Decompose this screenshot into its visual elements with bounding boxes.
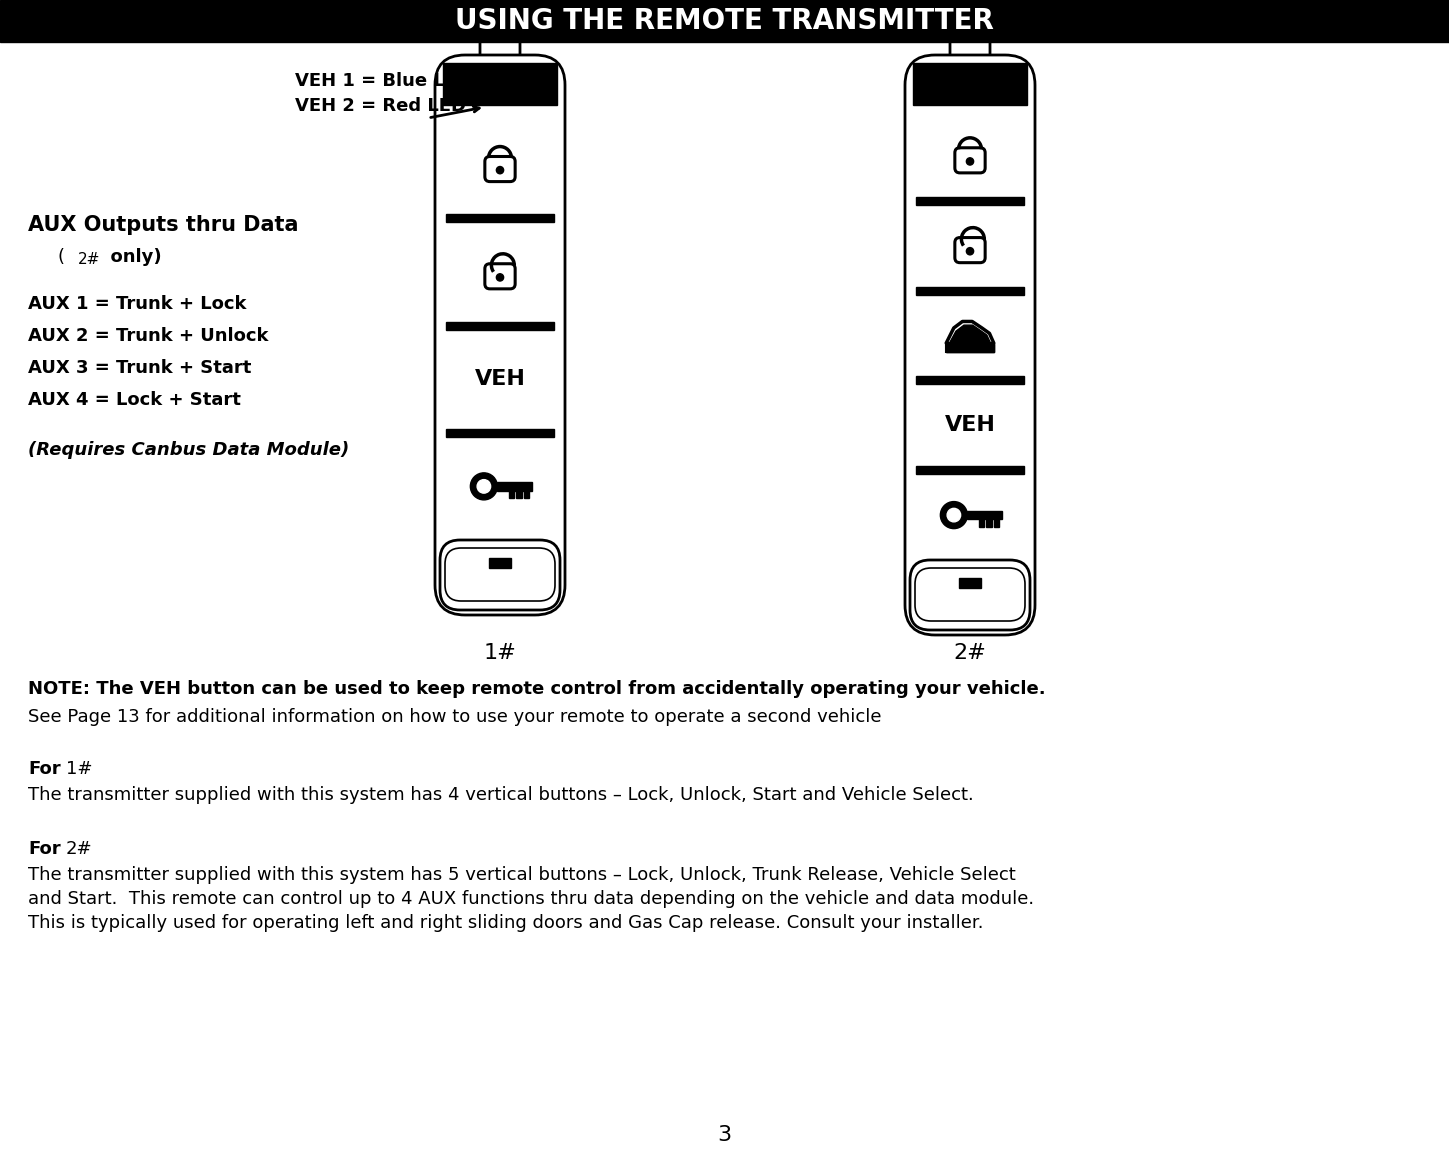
Polygon shape — [946, 344, 994, 352]
FancyBboxPatch shape — [435, 56, 565, 616]
Text: For: For — [28, 760, 61, 778]
FancyBboxPatch shape — [955, 148, 985, 172]
Text: For: For — [28, 840, 61, 858]
Bar — [509, 491, 514, 499]
Text: VEH 2 = Red LED: VEH 2 = Red LED — [296, 97, 467, 115]
Text: NOTE: The VEH button can be used to keep remote control from accidentally operat: NOTE: The VEH button can be used to keep… — [28, 680, 1046, 698]
Text: 3: 3 — [717, 1125, 732, 1145]
FancyBboxPatch shape — [955, 237, 985, 263]
Bar — [916, 287, 1024, 295]
Bar — [994, 519, 1000, 528]
Bar — [525, 491, 529, 499]
Bar — [978, 519, 984, 528]
Polygon shape — [949, 325, 991, 344]
FancyBboxPatch shape — [910, 560, 1030, 631]
Circle shape — [966, 157, 974, 165]
Bar — [913, 62, 1027, 105]
Bar — [916, 466, 1024, 474]
Text: AUX 1 = Trunk + Lock: AUX 1 = Trunk + Lock — [28, 295, 246, 314]
Bar — [916, 197, 1024, 205]
Circle shape — [471, 473, 497, 500]
Text: VEH: VEH — [475, 369, 526, 389]
Bar — [446, 214, 554, 222]
Bar — [446, 429, 554, 436]
Circle shape — [477, 480, 491, 493]
Text: and Start.  This remote can control up to 4 AUX functions thru data depending on: and Start. This remote can control up to… — [28, 890, 1035, 908]
Circle shape — [497, 167, 504, 174]
Bar — [946, 344, 994, 352]
FancyBboxPatch shape — [914, 568, 1024, 621]
FancyBboxPatch shape — [480, 10, 520, 71]
Bar — [966, 511, 1001, 519]
FancyBboxPatch shape — [485, 264, 516, 289]
FancyBboxPatch shape — [485, 156, 516, 182]
Text: AUX 4 = Lock + Start: AUX 4 = Lock + Start — [28, 391, 241, 410]
Bar — [959, 578, 981, 588]
Text: (: ( — [58, 248, 71, 266]
Bar — [497, 482, 532, 491]
Circle shape — [497, 274, 504, 281]
Bar — [446, 322, 554, 330]
Text: 2#: 2# — [67, 840, 93, 858]
Text: USING THE REMOTE TRANSMITTER: USING THE REMOTE TRANSMITTER — [455, 7, 994, 35]
Text: AUX Outputs thru Data: AUX Outputs thru Data — [28, 215, 298, 235]
Text: (Requires Canbus Data Module): (Requires Canbus Data Module) — [28, 441, 349, 459]
Text: AUX 2 = Trunk + Unlock: AUX 2 = Trunk + Unlock — [28, 327, 268, 345]
Circle shape — [966, 248, 974, 255]
Text: only): only) — [99, 248, 162, 266]
Circle shape — [948, 508, 961, 522]
Text: This is typically used for operating left and right sliding doors and Gas Cap re: This is typically used for operating lef… — [28, 914, 984, 933]
FancyBboxPatch shape — [445, 548, 555, 600]
Text: 2#: 2# — [78, 252, 100, 267]
Circle shape — [940, 502, 968, 529]
Bar — [488, 558, 511, 568]
Text: 1#: 1# — [484, 643, 516, 663]
Text: AUX 3 = Trunk + Start: AUX 3 = Trunk + Start — [28, 359, 251, 377]
Bar — [946, 344, 994, 352]
Text: The transmitter supplied with this system has 5 vertical buttons – Lock, Unlock,: The transmitter supplied with this syste… — [28, 865, 1016, 884]
Bar — [516, 491, 522, 499]
Bar — [0, 0, 1449, 42]
Text: VEH: VEH — [945, 415, 995, 435]
Text: The transmitter supplied with this system has 4 vertical buttons – Lock, Unlock,: The transmitter supplied with this syste… — [28, 786, 974, 804]
FancyBboxPatch shape — [951, 10, 990, 71]
Text: 2#: 2# — [953, 643, 987, 663]
Text: See Page 13 for additional information on how to use your remote to operate a se: See Page 13 for additional information o… — [28, 708, 881, 725]
Bar — [443, 62, 556, 105]
Bar — [987, 519, 991, 528]
Text: VEH 1 = Blue LED: VEH 1 = Blue LED — [296, 72, 472, 90]
FancyBboxPatch shape — [906, 56, 1035, 635]
Text: 1#: 1# — [67, 760, 93, 778]
Bar — [916, 376, 1024, 384]
FancyBboxPatch shape — [440, 540, 559, 610]
